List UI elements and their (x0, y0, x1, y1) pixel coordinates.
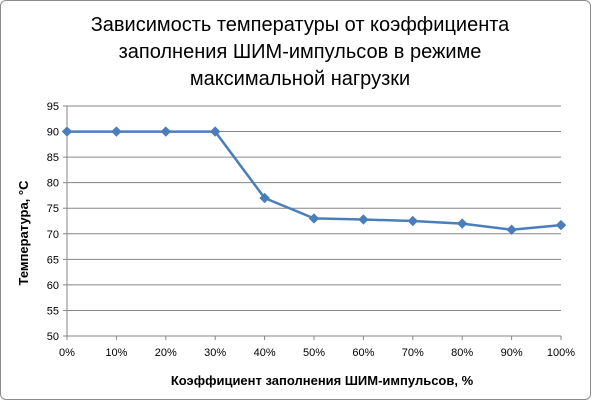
data-point-marker (111, 126, 122, 137)
y-tick-label: 75 (47, 203, 59, 215)
y-tick-labels: 50 55 60 65 70 75 80 85 90 95 (47, 101, 59, 343)
x-axis-title: Коэффициент заполнения ШИМ-импульсов, % (171, 373, 474, 388)
chart-title-line-2: заполнения ШИМ-импульсов в режиме (118, 41, 482, 63)
data-point-marker (358, 214, 369, 225)
data-point-marker (259, 192, 270, 204)
x-tick-label: 10% (105, 347, 127, 359)
chart-title-line-3: максимальной нагрузки (189, 68, 411, 90)
data-point-marker (308, 213, 320, 224)
x-tick-label: 70% (402, 347, 424, 359)
y-axis-title: Температура, °C (16, 180, 31, 286)
y-tick-label: 90 (47, 127, 59, 139)
y-tick-label: 50 (47, 331, 59, 343)
data-point-marker (160, 126, 172, 137)
data-point-marker (506, 224, 517, 235)
y-tick-label: 60 (47, 280, 59, 292)
x-tick-label: 80% (451, 347, 473, 359)
y-tick-label: 70 (47, 229, 59, 241)
data-point-marker (555, 219, 567, 231)
x-tick-label: 60% (352, 347, 374, 359)
y-tick-label: 85 (47, 152, 59, 164)
axes (63, 105, 562, 340)
data-point-marker (407, 215, 419, 227)
chart-title: Зависимость температуры от коэффициента … (60, 12, 540, 93)
x-tick-label: 0% (59, 347, 75, 359)
x-tick-label: 30% (204, 347, 226, 359)
x-tick-label: 50% (303, 347, 325, 359)
x-tick-label: 40% (254, 347, 276, 359)
series-line-group (61, 126, 567, 235)
data-point-marker (61, 126, 73, 137)
y-tick-label: 55 (47, 305, 59, 317)
x-tick-label: 100% (547, 347, 575, 359)
data-point-marker (209, 126, 221, 137)
gridlines (67, 105, 561, 311)
y-tick-label: 80 (47, 178, 59, 190)
x-tick-labels: 0% 10% 20% 30% 40% 50% 60% 70% 80% 90% 100% (59, 347, 575, 359)
y-tick-label: 95 (47, 101, 59, 113)
x-tick-label: 90% (501, 347, 523, 359)
data-point-marker (456, 218, 468, 229)
y-tick-label: 65 (47, 254, 59, 266)
x-tick-label: 20% (155, 347, 177, 359)
chart-title-line-1: Зависимость температуры от коэффициента (90, 14, 510, 36)
